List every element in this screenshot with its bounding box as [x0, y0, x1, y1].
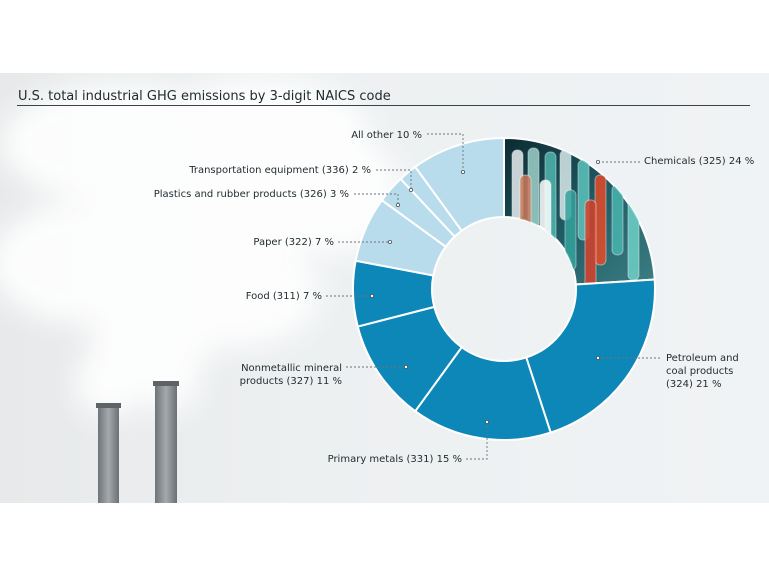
chart-title: U.S. total industrial GHG emissions by 3… [18, 89, 391, 104]
slice-label-0: Chemicals (325) 24 % [644, 156, 754, 167]
donut-slices [352, 136, 656, 441]
slice-label-6: Plastics and rubber products (326) 3 % [154, 189, 349, 200]
leader-line-2 [466, 422, 488, 460]
slice-label-1: Petroleum and coal products (324) 21 % [666, 353, 739, 390]
slice-label-7: Transportation equipment (336) 2 % [188, 165, 371, 176]
title-rule [17, 105, 750, 106]
slice-label-8: All other 10 % [351, 130, 422, 141]
slice-label-4: Food (311) 7 % [246, 291, 322, 302]
leader-line-8 [427, 133, 464, 172]
test-tubes-photo [511, 147, 640, 285]
slice-label-3: Nonmetallic mineral products (327) 11 % [240, 363, 342, 387]
slice-1 [524, 278, 656, 434]
slice-8 [413, 136, 505, 233]
leader-line-6 [354, 193, 399, 205]
slice-label-2: Primary metals (331) 15 % [328, 454, 462, 465]
slice-labels: Chemicals (325) 24 % Petroleum and coal pr… [154, 130, 755, 465]
leader-line-7 [376, 169, 412, 190]
slice-label-5: Paper (322) 7 % [253, 237, 334, 248]
